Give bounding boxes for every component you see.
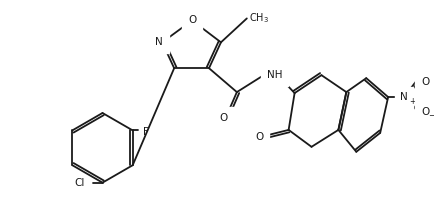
Text: F: F bbox=[142, 127, 148, 137]
Text: O: O bbox=[187, 15, 196, 25]
Text: O: O bbox=[219, 113, 227, 123]
Text: O: O bbox=[420, 107, 428, 117]
Text: NH: NH bbox=[266, 70, 282, 80]
Text: +: + bbox=[408, 97, 414, 106]
Text: −: − bbox=[427, 111, 434, 120]
Text: N: N bbox=[399, 92, 407, 102]
Text: O: O bbox=[420, 77, 428, 87]
Text: CH$_3$: CH$_3$ bbox=[248, 12, 268, 25]
Text: Cl: Cl bbox=[74, 178, 84, 188]
Text: N: N bbox=[155, 37, 163, 47]
Text: O: O bbox=[255, 132, 263, 142]
